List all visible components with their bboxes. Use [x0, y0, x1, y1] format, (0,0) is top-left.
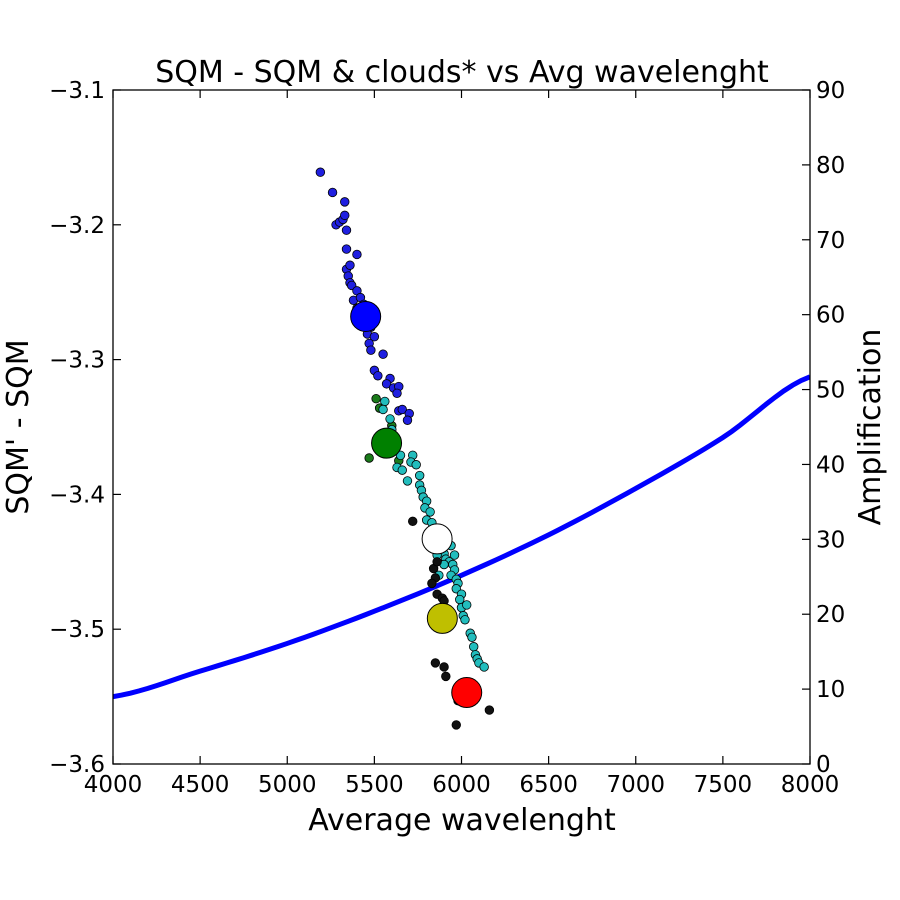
- x-tick-label: 5500: [345, 772, 404, 798]
- scatter-point-blue: [369, 331, 380, 342]
- x-axis: 4000 4500 5000 5500 6000 6500 7000 7500 8000: [84, 90, 840, 798]
- x-axis-label: Average wavelenght: [308, 803, 616, 838]
- highlight-point-big_yellow: [426, 602, 458, 634]
- scatter-point-blue: [327, 187, 338, 198]
- x-tick-label: 8000: [781, 772, 840, 798]
- scatter-point-blue: [341, 244, 352, 254]
- scatter-point-black: [430, 658, 441, 668]
- scatter-point-cyan: [460, 615, 470, 625]
- y2-tick-label: 60: [816, 303, 845, 329]
- scatter-point-blue: [315, 167, 326, 177]
- y2-tick-label: 80: [816, 153, 845, 179]
- scatter-point-blue: [340, 210, 350, 221]
- scatter-point-black: [439, 662, 449, 672]
- scatter-point-blue: [352, 249, 362, 260]
- scatter-point-black: [432, 557, 442, 567]
- y-tick-label: −3.3: [49, 348, 105, 374]
- y2-axis-label: Amplification: [853, 329, 888, 526]
- scatter-point-black: [427, 578, 437, 589]
- y-tick-label: −3.5: [49, 617, 105, 643]
- scatter-point-cyan: [385, 414, 395, 424]
- y2-tick-label: 20: [816, 602, 845, 628]
- scatter-point-blue: [397, 404, 407, 415]
- scatter-point-cyan: [397, 465, 407, 475]
- scatter-point-blue: [402, 415, 413, 425]
- y-axis-label: SQM' - SQM: [1, 339, 36, 514]
- highlight-layer: [350, 300, 483, 709]
- x-tick-label: 6500: [519, 772, 578, 798]
- scatter-point-green: [371, 393, 381, 404]
- scatter-point-cyan: [414, 470, 425, 481]
- y-tick-label: −3.4: [49, 482, 105, 508]
- scatter-point-blue: [341, 225, 352, 235]
- y-tick-label: −3.2: [49, 213, 105, 239]
- x-tick-label: 7000: [606, 772, 665, 798]
- scatter-point-black: [408, 516, 418, 527]
- highlight-point-big_blue: [350, 300, 382, 332]
- scatter-point-cyan: [467, 632, 477, 642]
- y2-tick-label: 90: [816, 78, 845, 104]
- x-tick-label: 4000: [84, 772, 143, 798]
- scatter-point-cyan: [411, 460, 421, 470]
- scatter-point-cyan: [462, 600, 472, 610]
- scatter-point-blue: [381, 379, 392, 389]
- y2-tick-label: 10: [816, 677, 845, 703]
- scatter-point-black: [441, 671, 451, 682]
- y-tick-label: −3.1: [49, 78, 105, 104]
- y-axis-left: −3.1 −3.2 −3.3 −3.4 −3.5 −3.6: [49, 78, 121, 778]
- x-tick-label: 6000: [432, 772, 491, 798]
- y2-tick-label: 50: [816, 378, 845, 404]
- highlight-point-big_green: [371, 427, 403, 459]
- scatter-point-blue: [366, 345, 376, 355]
- scatter-point-cyan: [378, 404, 388, 415]
- scatter-point-cyan: [380, 396, 390, 407]
- plot-frame: [112, 89, 811, 765]
- x-tick-label: 5000: [258, 772, 317, 798]
- curve-layer: [113, 374, 810, 700]
- scatter-point-black: [451, 720, 461, 730]
- x-tick-label: 4500: [171, 772, 230, 798]
- scatter-point-blue: [345, 260, 355, 270]
- scatter-point-cyan: [402, 476, 413, 486]
- y2-tick-label: 30: [816, 527, 845, 553]
- scatter-point-cyan: [449, 550, 460, 560]
- amplification-curve: [113, 374, 810, 700]
- y-tick-label: −3.6: [49, 752, 105, 778]
- scatter-point-blue: [392, 388, 402, 399]
- scatter-point-black: [484, 705, 495, 715]
- x-tick-label: 7500: [694, 772, 753, 798]
- y2-tick-label: 70: [816, 228, 845, 254]
- scatter-point-blue: [373, 371, 383, 381]
- chart-title: SQM - SQM & clouds* vs Avg wavelenght: [155, 55, 769, 90]
- y2-tick-label: 40: [816, 452, 845, 478]
- scatter-point-cyan: [425, 507, 435, 517]
- scatter-point-blue: [340, 197, 350, 207]
- y2-tick-label: 0: [816, 752, 831, 778]
- points-layer: [315, 167, 495, 730]
- highlight-point-big_red: [451, 677, 483, 709]
- highlight-point-big_white: [421, 523, 453, 555]
- scatter-point-cyan: [479, 662, 489, 672]
- scatter-point-cyan: [468, 642, 479, 652]
- y-axis-right: 0 10 20 30 40 50 60 70 80 90: [802, 78, 845, 778]
- scatter-point-blue: [378, 349, 388, 359]
- scatter-point-green: [364, 453, 374, 463]
